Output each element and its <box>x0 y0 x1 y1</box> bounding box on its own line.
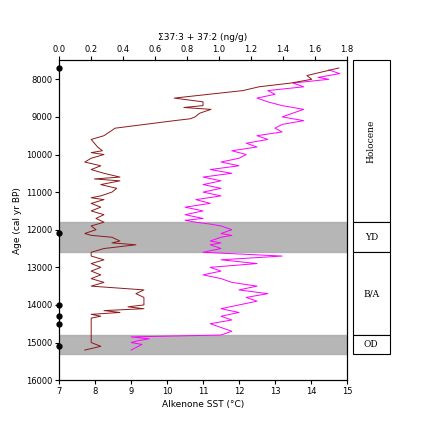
Bar <box>353 60 390 222</box>
Text: OD: OD <box>364 340 379 349</box>
Text: YD: YD <box>365 233 378 242</box>
Text: Holocene: Holocene <box>367 120 376 163</box>
X-axis label: Alkenone SST (°C): Alkenone SST (°C) <box>162 400 244 409</box>
Bar <box>59 222 347 252</box>
X-axis label: Σ37:3 + 37:2 (ng/g): Σ37:3 + 37:2 (ng/g) <box>159 33 247 42</box>
Y-axis label: Age (cal yr BP): Age (cal yr BP) <box>13 187 22 254</box>
Bar <box>59 335 347 354</box>
Text: B/A: B/A <box>363 289 379 298</box>
Bar <box>353 335 390 354</box>
Bar <box>353 222 390 252</box>
Bar <box>353 252 390 335</box>
